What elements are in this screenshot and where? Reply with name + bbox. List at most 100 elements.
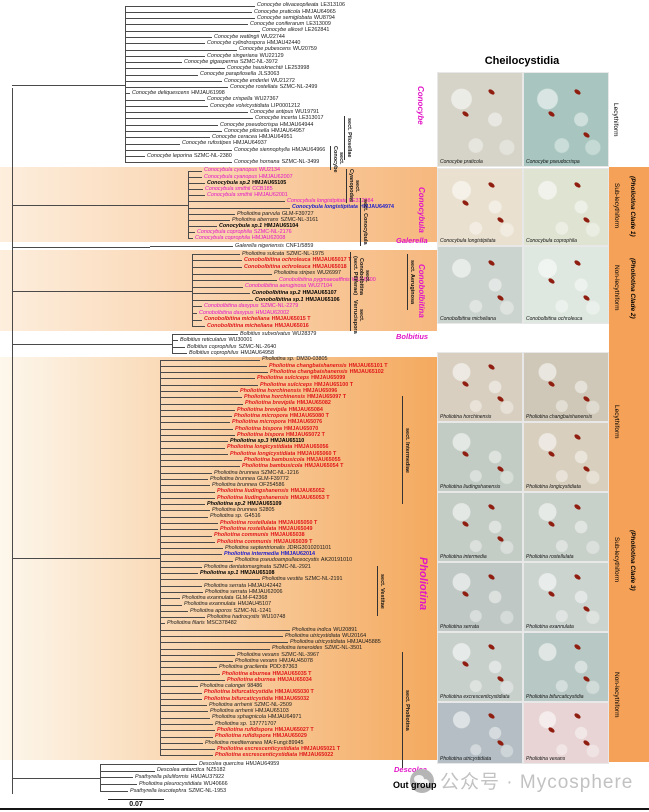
taxon-label: Pholiotina horchinensis HMJAU65096 bbox=[240, 387, 338, 394]
spore-shape bbox=[461, 519, 470, 528]
taxon-row: Bolbitius reticulatus WU30001 bbox=[0, 337, 437, 345]
branch-line bbox=[160, 372, 268, 374]
branch-line bbox=[160, 359, 260, 361]
micrograph-1-left: Conocybe praticola bbox=[437, 72, 523, 167]
taxon-label: Conocybula longistipitata HMJAU64974 bbox=[292, 204, 395, 211]
clade-conocybula: Conocybula cyanopus WU2134 Conocybula cyan… bbox=[0, 168, 437, 242]
taxon-label: Pholiotina vexans SZMC-NL-3967 bbox=[237, 651, 320, 658]
micrograph-4-right: Pholiotina changbaishanensis bbox=[523, 352, 609, 422]
spore-shape bbox=[461, 110, 470, 118]
taxon-label: Pholiotina liudingshanensis HMJAU65053 T bbox=[217, 494, 330, 501]
spore-shape bbox=[573, 712, 582, 720]
conocybula-clade-band bbox=[0, 167, 437, 242]
taxon-row: Pholiotina intermedia HMJAU62014 bbox=[0, 551, 437, 558]
taxon-row: Conocybula smithii CCB185 bbox=[0, 186, 437, 193]
form-label-lecy1: Lecythiform bbox=[612, 103, 620, 137]
taxon-row: Conocybe leporina SZMC-NL-2380 bbox=[0, 153, 437, 159]
taxon-row: Conocybe ceracea HMJAU64951 bbox=[0, 134, 437, 141]
taxon-label: Conocybe watlingii WU22744 bbox=[214, 33, 285, 40]
branch-line bbox=[125, 124, 218, 126]
branch-line bbox=[160, 698, 202, 700]
taxon-row: Conocybe olivaceopileata LE313106 bbox=[0, 3, 437, 9]
spore-shape bbox=[582, 130, 591, 139]
taxon-row: Pholiotina horchinensis HMJAU65096 bbox=[0, 388, 437, 394]
branch-line bbox=[192, 280, 277, 282]
branch-line bbox=[125, 5, 255, 7]
taxon-label: Pholiotina exannulata GLM-F42368 bbox=[182, 595, 268, 602]
taxon-row: Conocybe praticola HMJAU64965 bbox=[0, 9, 437, 15]
taxon-label: Pholiotina excrescenticystidiata HMJAU650… bbox=[217, 745, 341, 752]
taxon-row: Conocybe siennophylla HMJAU64966 bbox=[0, 147, 437, 153]
taxon-row: Pholiotina aporos SZMC-NL-1241 bbox=[0, 608, 437, 614]
branch-line bbox=[160, 661, 233, 663]
spore-shape bbox=[573, 643, 582, 651]
branch-line bbox=[172, 340, 178, 342]
branch-line bbox=[125, 99, 205, 101]
taxon-row: Pholiotina excrescenticystidiata HMJAU650… bbox=[0, 746, 437, 752]
branch-line bbox=[188, 176, 202, 178]
taxon-label: Pholiotina hadrocystis WU10748 bbox=[207, 613, 286, 620]
taxon-label: Pholiotina sp.3 HMJAU65110 bbox=[230, 438, 305, 445]
taxon-row: Conocybe alkovii LE262841 bbox=[0, 28, 437, 34]
micrograph-caption: Pholiotina bifurcaticystidia bbox=[526, 694, 584, 700]
branch-line bbox=[125, 105, 208, 107]
spore-shape bbox=[496, 215, 505, 224]
taxon-label: Pholiotina calongei 98486 bbox=[200, 683, 263, 690]
taxon-row: Pholiotina serrata HMJAU42442 bbox=[0, 583, 437, 589]
taxon-label: Conocybula smithii HMJAU62001 bbox=[207, 192, 288, 199]
taxon-row: Pholiotina vexans HMJAU45078 bbox=[0, 658, 437, 665]
taxon-row: Pholiotina brunnea GLM-F39772 bbox=[0, 476, 437, 482]
branch-line bbox=[172, 333, 238, 335]
spore-shape bbox=[547, 379, 556, 388]
section-label-aeruginosa: sect. Aeruginosa bbox=[407, 254, 415, 310]
branch-line bbox=[160, 535, 212, 537]
branch-line bbox=[160, 422, 230, 424]
branch-line bbox=[125, 55, 205, 57]
taxon-row: Conocybula sp.2 HMJAU65105 bbox=[0, 180, 437, 186]
taxon-row: Conobolbitina aeruginosa WU27104 bbox=[0, 284, 437, 291]
micrograph-caption: Pholiotina liudingshanensis bbox=[440, 484, 501, 490]
taxon-row: Pholiotina brunnea SZMC-NL-1216 bbox=[0, 470, 437, 476]
taxon-label: Pholiotina sp. DM30-03805 bbox=[262, 356, 328, 363]
micrograph-caption: Pholiotina horchinensis bbox=[440, 414, 492, 420]
taxon-label: Conocybe coniferarum LE313009 bbox=[250, 21, 331, 28]
branch-line bbox=[125, 112, 248, 114]
taxon-label: Pholiotina arrhenii HMJAU65103 bbox=[210, 708, 289, 715]
taxon-row: Pholiotina eburnea HMJAU65034 bbox=[0, 677, 437, 683]
taxon-label: Pholiotina brunnea GLM-F39772 bbox=[210, 475, 289, 482]
taxon-row: Pholiotina changbaishanensis HMJAU65101 T bbox=[0, 363, 437, 369]
taxon-row: Conobolbitina sp.1 HMJAU65106 bbox=[0, 297, 437, 304]
taxon-row: Pholiotina exannulata HMJAU45107 bbox=[0, 602, 437, 608]
micrograph-2-left: Conocybula longistipitata bbox=[437, 168, 523, 246]
taxon-label: Conocybe rufostipes HMJAU64937 bbox=[182, 140, 267, 147]
backbone-stub-outgroup bbox=[12, 778, 100, 779]
clade-pholiotina: Pholiotina sp. DM30-03805 Pholiotina chang… bbox=[0, 357, 437, 759]
taxon-label: Conocybe cylindrospora HMJAU42440 bbox=[207, 40, 301, 47]
branch-line bbox=[160, 522, 218, 524]
branch-line bbox=[160, 749, 215, 751]
taxon-row: Pholiotina mediterranea MA:Fungi:89945 bbox=[0, 740, 437, 746]
taxon-label: Conocybe leporina SZMC-NL-2380 bbox=[147, 152, 232, 159]
taxon-row: Conocybe gigasperma SZMC-NL-3972 bbox=[0, 59, 437, 65]
taxon-row: Pholiotina aberrans SZMC-NL-3161 bbox=[0, 217, 437, 223]
taxon-label: Conocybula sp.2 HMJAU65105 bbox=[207, 179, 287, 186]
micrograph-5-left: Pholiotina liudingshanensis bbox=[437, 422, 523, 492]
taxon-row: Conocybe antipus WU19791 bbox=[0, 109, 437, 116]
genus-label-conocybe: Conocybe bbox=[416, 85, 425, 125]
branch-line bbox=[160, 755, 213, 757]
branch-line bbox=[188, 207, 290, 209]
branch-line bbox=[100, 763, 197, 765]
branch-line bbox=[160, 636, 283, 638]
branch-line bbox=[125, 24, 248, 26]
branch-line bbox=[160, 409, 235, 411]
backbone-stub-galerella bbox=[12, 246, 150, 248]
taxon-row: Pholiotina rostellulata HMJAU65049 bbox=[0, 526, 437, 533]
taxon-label: Conocybe hornana SZMC-NL-3499 bbox=[234, 159, 320, 166]
taxon-row: Pholiotina pseudoampullaceocystis AK20191… bbox=[0, 558, 437, 564]
spore-shape bbox=[582, 215, 591, 224]
branch-line bbox=[125, 36, 212, 38]
spore-shape bbox=[487, 643, 496, 651]
taxon-label: Pholiotina liudingshanensis HMJAU65052 bbox=[217, 488, 325, 495]
taxon-label: Conocybe enderlei WU21272 bbox=[224, 77, 295, 84]
section-label-sect_conobolbitina: sect. Conobolbitina (sect. Piliferae) bbox=[350, 252, 370, 300]
